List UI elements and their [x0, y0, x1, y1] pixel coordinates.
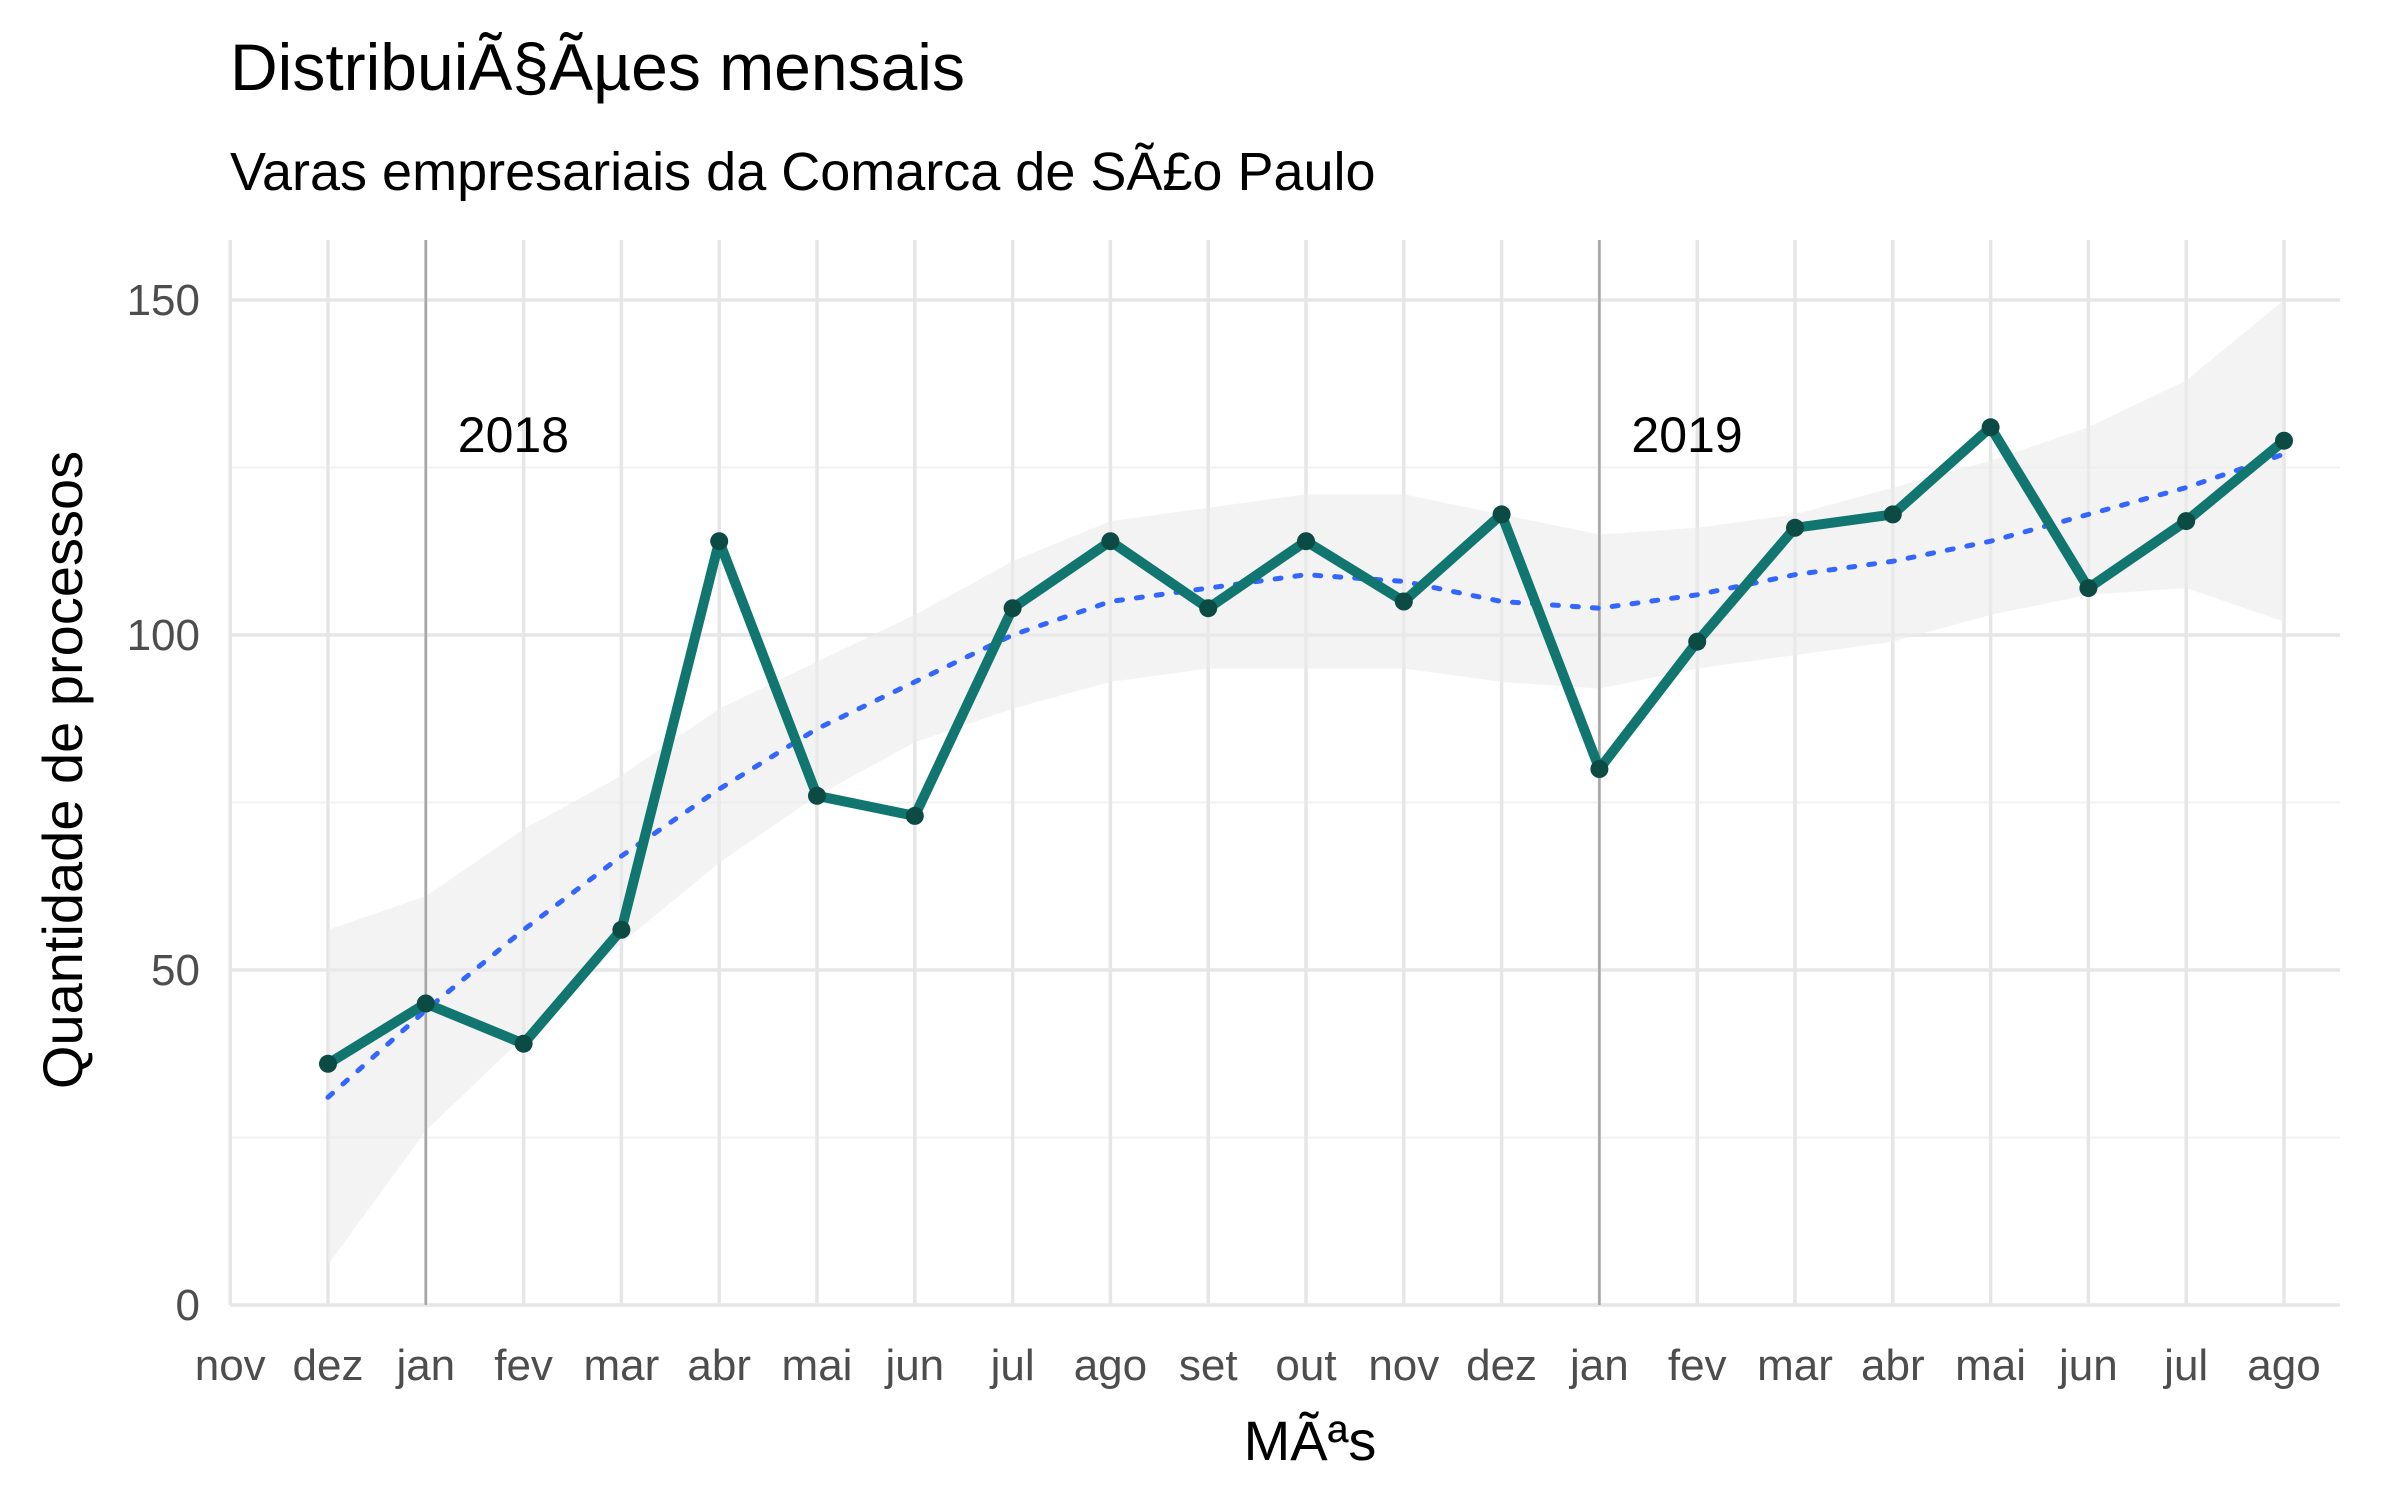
x-tick-layer: nov dez jan fev mar abr mai jun jul ago set out nov d…	[195, 1341, 2321, 1390]
x-tick-label: abr	[687, 1341, 751, 1390]
y-axis-title: Quantidade de processos	[31, 451, 94, 1089]
x-tick-label: jan	[1568, 1341, 1629, 1390]
x-tick-label: jun	[2057, 1341, 2118, 1390]
data-point	[1003, 599, 1022, 618]
x-tick-label: dez	[1466, 1341, 1537, 1390]
data-point	[1590, 760, 1609, 778]
x-tick-label: abr	[1861, 1341, 1925, 1390]
year-label: 2019	[1631, 407, 1742, 463]
grid-layer	[228, 240, 2340, 1307]
data-point	[710, 532, 729, 551]
x-tick-label: mar	[1757, 1341, 1833, 1390]
x-tick-label: mai	[1955, 1341, 2026, 1390]
x-tick-label: ago	[1074, 1341, 1147, 1390]
x-tick-label: jun	[883, 1341, 944, 1390]
x-tick-label: fev	[494, 1341, 553, 1390]
smooth-trend-line	[325, 451, 2287, 1100]
y-tick-label: 150	[127, 276, 200, 325]
x-tick-label: dez	[293, 1341, 364, 1390]
data-point	[905, 806, 924, 825]
data-point	[1688, 632, 1707, 651]
year-label: 2018	[458, 407, 569, 463]
data-point	[2079, 579, 2098, 598]
data-point	[612, 920, 631, 939]
x-tick-label: nov	[1368, 1341, 1439, 1390]
year-marker-layer: 2018 2019	[424, 240, 1743, 1305]
y-tick-label: 50	[151, 946, 200, 995]
data-point	[1199, 599, 1218, 618]
x-tick-label: ago	[2247, 1341, 2320, 1390]
x-tick-label: set	[1179, 1341, 1238, 1390]
x-axis-title: MÃªs	[1244, 1409, 1377, 1472]
x-tick-label: jul	[989, 1341, 1035, 1390]
data-point	[1786, 518, 1804, 537]
data-point	[514, 1034, 533, 1053]
data-point	[1492, 505, 1511, 524]
x-tick-label: out	[1275, 1341, 1336, 1390]
x-tick-label: nov	[195, 1341, 266, 1390]
data-point	[2275, 431, 2293, 450]
data-point	[808, 786, 826, 805]
chart-subtitle: Varas empresariais da Comarca de SÃ£o Pa…	[230, 142, 1376, 202]
y-tick-label: 0	[176, 1281, 200, 1330]
data-point	[2177, 512, 2196, 531]
data-point	[1297, 532, 1315, 551]
data-point	[1394, 592, 1413, 611]
y-tick-label: 100	[127, 611, 200, 660]
point-layer	[319, 418, 2293, 1073]
data-point	[1981, 418, 2000, 437]
smooth-trend-layer	[325, 451, 2287, 1100]
x-tick-label: jul	[2162, 1341, 2208, 1390]
data-point	[1883, 505, 1902, 524]
confidence-band	[328, 300, 2284, 1265]
y-tick-layer: 0 50 100 150	[127, 276, 200, 1330]
x-tick-label: fev	[1668, 1341, 1727, 1390]
x-tick-label: mai	[782, 1341, 853, 1390]
data-point	[1101, 532, 1120, 551]
x-tick-label: jan	[394, 1341, 455, 1390]
confidence-band-layer	[328, 300, 2284, 1265]
data-point	[416, 994, 435, 1013]
x-tick-label: mar	[584, 1341, 660, 1390]
chart-title: DistribuiÃ§Ãµes mensais	[230, 30, 965, 104]
data-point	[319, 1054, 337, 1073]
